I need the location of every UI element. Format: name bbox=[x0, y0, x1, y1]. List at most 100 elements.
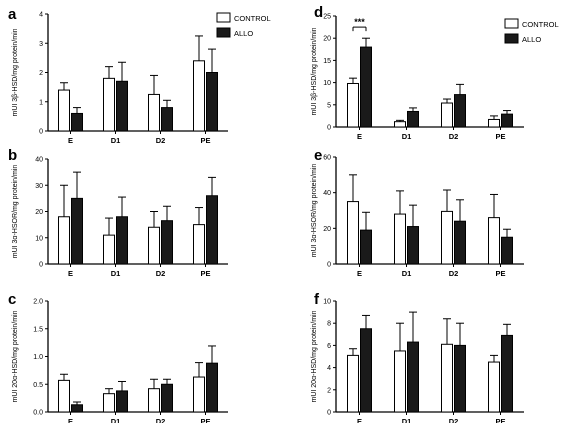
bar-control-d1 bbox=[103, 77, 115, 132]
bar-allo-d2 bbox=[454, 220, 466, 265]
bar-allo-d1 bbox=[116, 390, 128, 413]
y-tick-label: 8 bbox=[327, 321, 331, 328]
bar-control-d1 bbox=[394, 350, 406, 413]
legend-allo-label: ALLO bbox=[234, 29, 253, 38]
y-tick-label: 1 bbox=[39, 99, 43, 106]
y-tick-label: 25 bbox=[323, 14, 331, 21]
panel-letter: e bbox=[314, 147, 322, 164]
bar-control-d1 bbox=[394, 121, 406, 128]
y-axis-label: mUI 3β-HSD/mg protein/min bbox=[12, 28, 19, 116]
y-tick-label: 10 bbox=[35, 235, 43, 242]
y-tick-label: 0 bbox=[39, 262, 43, 269]
bar-allo-pe bbox=[206, 195, 218, 265]
y-tick-label: 20 bbox=[323, 36, 331, 43]
panel-letter: d bbox=[314, 4, 323, 21]
bar-control-pe bbox=[488, 118, 500, 128]
x-tick-label: D2 bbox=[449, 417, 459, 423]
x-tick-label: D1 bbox=[111, 269, 121, 278]
bar-control-d2 bbox=[441, 102, 453, 128]
legend-allo-label: ALLO bbox=[522, 35, 541, 44]
bar-control-d2 bbox=[441, 210, 453, 265]
y-tick-label: 10 bbox=[323, 299, 331, 306]
y-axis-label: mUI 20α-HSD/mg protein/min bbox=[12, 310, 19, 402]
bar-allo-pe bbox=[501, 113, 513, 128]
x-tick-label: PE bbox=[200, 417, 210, 423]
bar-control-pe bbox=[193, 60, 205, 132]
y-tick-label: 40 bbox=[323, 190, 331, 197]
bar-allo-pe bbox=[206, 362, 218, 413]
bar-allo-d1 bbox=[407, 110, 419, 128]
y-tick-label: 0 bbox=[39, 129, 43, 136]
bar-allo-d1 bbox=[407, 226, 419, 265]
bar-control-e bbox=[58, 89, 70, 132]
y-tick-label: 4 bbox=[327, 365, 331, 372]
chart-panel-a: a mUI 3β-HSD/mg protein/min 0 1 2 3 4 E D1 D2 PE bbox=[8, 6, 228, 145]
y-tick-label: 2 bbox=[39, 70, 43, 77]
y-axis-label: mUI 3α-HSOR/mg protein/min bbox=[311, 164, 318, 258]
y-tick-label: 20 bbox=[35, 209, 43, 216]
bar-control-d2 bbox=[148, 93, 160, 132]
legend-right: CONTROL ALLO bbox=[504, 18, 559, 44]
bar-allo-d2 bbox=[161, 220, 173, 265]
bar-allo-e bbox=[360, 46, 372, 128]
y-tick-label: 2 bbox=[327, 387, 331, 394]
y-tick-label: 0.5 bbox=[33, 382, 43, 389]
bar-control-pe bbox=[193, 224, 205, 265]
x-tick-label: PE bbox=[495, 269, 505, 278]
chart-panel-f: f mUI 20α-HSD/mg protein/min 0 2 4 6 8 10 E D1 D2 P… bbox=[311, 291, 524, 423]
bar-allo-d1 bbox=[116, 80, 128, 132]
x-tick-label: D2 bbox=[156, 269, 166, 278]
bar-control-d1 bbox=[103, 234, 115, 265]
y-tick-label: 20 bbox=[323, 226, 331, 233]
y-axis-label: mUI 3β-HSD/mg protein/min bbox=[311, 27, 318, 115]
y-tick-label: 0 bbox=[327, 262, 331, 269]
x-tick-label: E bbox=[357, 132, 362, 141]
x-tick-label: D1 bbox=[402, 417, 412, 423]
legend-control-label: CONTROL bbox=[522, 20, 559, 29]
y-axis-label: mUI 20α-HSD/mg protein/min bbox=[311, 310, 318, 402]
y-tick-label: 15 bbox=[323, 58, 331, 65]
x-tick-label: PE bbox=[200, 269, 210, 278]
y-tick-label: 60 bbox=[323, 155, 331, 162]
panel-letter: c bbox=[8, 291, 16, 308]
bar-allo-d1 bbox=[407, 341, 419, 413]
y-tick-label: 2.0 bbox=[33, 299, 43, 306]
bar-control-d1 bbox=[394, 213, 406, 265]
bar-allo-d2 bbox=[454, 94, 466, 128]
bar-allo-e bbox=[360, 328, 372, 413]
bar-control-d2 bbox=[148, 388, 160, 413]
bar-control-pe bbox=[488, 361, 500, 413]
x-tick-label: D2 bbox=[449, 132, 459, 141]
x-tick-label: PE bbox=[495, 132, 505, 141]
y-tick-label: 0 bbox=[327, 125, 331, 132]
x-tick-label: E bbox=[68, 136, 73, 145]
y-tick-label: 6 bbox=[327, 343, 331, 350]
y-tick-label: 0.0 bbox=[33, 410, 43, 417]
panel-letter: b bbox=[8, 147, 17, 164]
panel-letter: f bbox=[314, 291, 320, 308]
bar-control-e bbox=[58, 216, 70, 265]
x-tick-label: E bbox=[357, 269, 362, 278]
bar-control-d2 bbox=[441, 343, 453, 413]
x-tick-label: D2 bbox=[449, 269, 459, 278]
bar-allo-e bbox=[71, 404, 83, 413]
chart-panel-d: d mUI 3β-HSD/mg protein/min 0 5 10 15 20 25 E D1 D… bbox=[311, 4, 524, 141]
bar-allo-d2 bbox=[454, 344, 466, 413]
bar-allo-d1 bbox=[116, 216, 128, 265]
bar-control-d2 bbox=[148, 226, 160, 265]
bar-control-pe bbox=[488, 217, 500, 265]
y-tick-label: 4 bbox=[39, 12, 43, 19]
bar-allo-e bbox=[71, 112, 83, 132]
x-tick-label: E bbox=[68, 417, 73, 423]
x-tick-label: D1 bbox=[402, 269, 412, 278]
panel-letter: a bbox=[8, 6, 17, 23]
bar-allo-e bbox=[71, 197, 83, 265]
y-tick-label: 5 bbox=[327, 102, 331, 109]
legend-allo-swatch bbox=[216, 27, 231, 38]
x-tick-label: D1 bbox=[111, 417, 121, 423]
y-tick-label: 1.5 bbox=[33, 326, 43, 333]
